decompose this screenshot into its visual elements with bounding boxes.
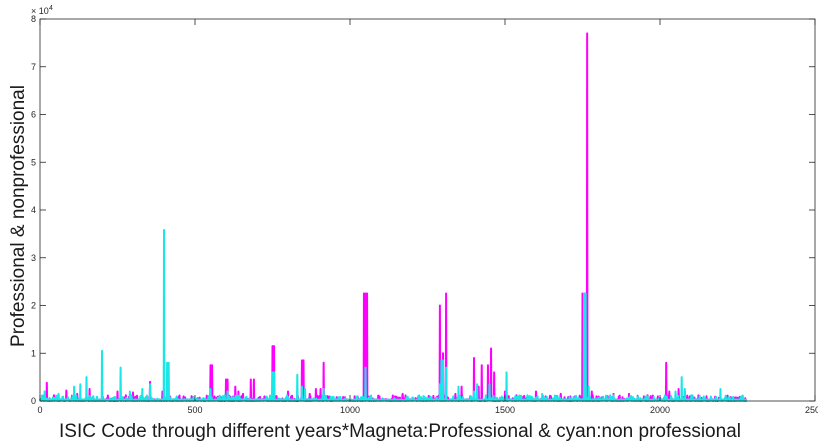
y-tick-label: 1	[31, 348, 36, 358]
y-scale-exponent-power: 4	[49, 5, 53, 12]
y-tick-label: 2	[31, 301, 36, 311]
plot-area	[40, 19, 815, 401]
x-tick-label: 1000	[340, 405, 360, 415]
y-axis-label: Professional & nonprofessional	[8, 85, 29, 347]
y-tick-label: 3	[31, 253, 36, 263]
y-tick-label: 4	[31, 205, 36, 215]
y-tick-label: 8	[31, 14, 36, 24]
x-axis-label: ISIC Code through different years*Magnet…	[59, 421, 741, 442]
x-tick-label: 0	[37, 405, 42, 415]
y-tick-label: 0	[31, 396, 36, 406]
y-tick-label: 6	[31, 110, 36, 120]
series-line-2	[39, 229, 748, 402]
y-tick-label: 5	[31, 157, 36, 167]
x-tick-label: 2000	[650, 405, 670, 415]
y-tick-label: 7	[31, 62, 36, 72]
series-layer	[39, 32, 748, 402]
x-tick-label: 500	[187, 405, 202, 415]
y-scale-exponent-base: × 10	[31, 6, 49, 16]
x-tick-label: 1500	[495, 405, 515, 415]
